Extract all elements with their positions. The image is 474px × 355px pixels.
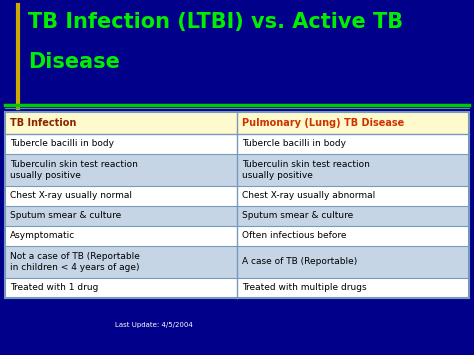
Bar — [237, 226, 469, 246]
Text: Tuberculin skin test reaction
usually positive: Tuberculin skin test reaction usually po… — [242, 160, 370, 180]
Text: Tubercle bacilli in body: Tubercle bacilli in body — [242, 140, 346, 148]
Text: TB Infection: TB Infection — [10, 118, 76, 128]
Text: Sputum smear & culture: Sputum smear & culture — [10, 212, 121, 220]
Bar — [237, 154, 469, 186]
Bar — [237, 278, 469, 298]
Text: Asymptomatic: Asymptomatic — [10, 231, 75, 240]
Text: TB Infection (LTBI) vs. Active TB: TB Infection (LTBI) vs. Active TB — [28, 12, 403, 32]
Bar — [237, 206, 469, 226]
Bar — [5, 112, 237, 134]
Text: A case of TB (Reportable): A case of TB (Reportable) — [242, 257, 357, 267]
Bar — [5, 112, 469, 298]
Bar — [5, 206, 237, 226]
Bar — [5, 226, 237, 246]
Text: Chest X-ray usually abnormal: Chest X-ray usually abnormal — [242, 191, 375, 201]
Text: Disease: Disease — [28, 52, 120, 72]
Bar — [5, 186, 237, 206]
Text: Chest X-ray usually normal: Chest X-ray usually normal — [10, 191, 132, 201]
Bar — [237, 246, 469, 278]
Bar — [5, 278, 237, 298]
Bar — [5, 154, 237, 186]
Text: Not a case of TB (Reportable
in children < 4 years of age): Not a case of TB (Reportable in children… — [10, 252, 140, 272]
Bar — [237, 112, 469, 134]
Bar — [237, 134, 469, 154]
Text: Treated with multiple drugs: Treated with multiple drugs — [242, 284, 366, 293]
Bar — [237, 186, 469, 206]
Text: Treated with 1 drug: Treated with 1 drug — [10, 284, 99, 293]
Bar — [5, 112, 469, 298]
Text: Sputum smear & culture: Sputum smear & culture — [242, 212, 353, 220]
Bar — [5, 246, 237, 278]
Text: Tuberculin skin test reaction
usually positive: Tuberculin skin test reaction usually po… — [10, 160, 138, 180]
Text: Tubercle bacilli in body: Tubercle bacilli in body — [10, 140, 114, 148]
Text: Last Update: 4/5/2004: Last Update: 4/5/2004 — [115, 322, 193, 328]
Bar — [5, 134, 237, 154]
Text: Often infectious before: Often infectious before — [242, 231, 346, 240]
Text: Pulmonary (Lung) TB Disease: Pulmonary (Lung) TB Disease — [242, 118, 404, 128]
